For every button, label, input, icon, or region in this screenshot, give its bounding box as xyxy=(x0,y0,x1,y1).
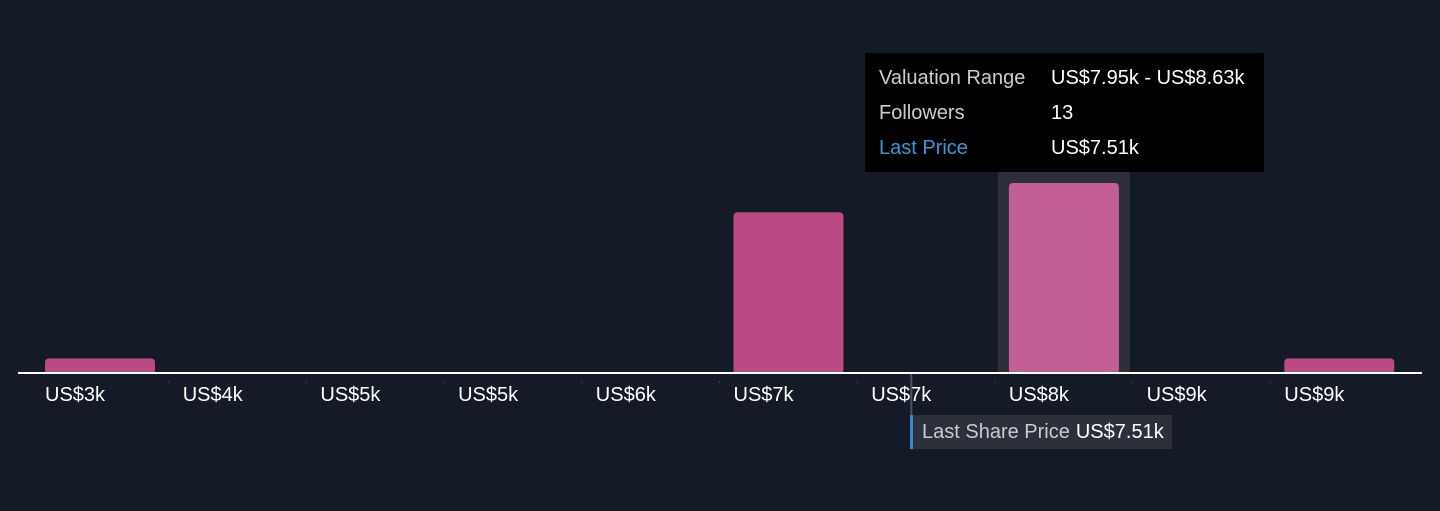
tooltip-value: 13 xyxy=(1051,102,1074,124)
last-share-price-value: US$7.51k xyxy=(1075,420,1164,443)
x-tick-label: US$8k xyxy=(1009,384,1070,406)
tooltip-row-valuation-range: Valuation Range US$7.95k - US$8.63k xyxy=(879,61,1250,96)
last-share-price-tag: Last Share Price US$7.51k xyxy=(910,415,1172,449)
tooltip-label: Valuation Range xyxy=(879,67,1026,89)
bar xyxy=(45,358,155,374)
tooltip-row-last-price: Last Price US$7.51k xyxy=(879,131,1250,166)
tooltip-value: US$7.51k xyxy=(1051,137,1139,159)
x-tick-label: US$7k xyxy=(871,384,932,406)
x-tick-label: US$3k xyxy=(45,384,106,406)
x-tick-label: US$5k xyxy=(320,384,381,406)
x-tick-label: US$9k xyxy=(1147,384,1208,406)
tooltip-label: Last Price xyxy=(879,137,968,159)
bar xyxy=(1008,183,1119,374)
tooltip-label: Followers xyxy=(879,102,965,124)
bar xyxy=(1284,358,1395,374)
last-share-price-label: Last Share Price xyxy=(922,420,1070,443)
tooltip-row-followers: Followers 13 xyxy=(879,96,1250,131)
bar xyxy=(733,212,844,374)
x-tick-label: US$4k xyxy=(183,384,244,406)
valuation-tooltip: Valuation Range US$7.95k - US$8.63k Foll… xyxy=(865,53,1264,172)
x-tick-label: US$9k xyxy=(1284,384,1345,406)
x-tick-label: US$5k xyxy=(458,384,519,406)
tooltip-value: US$7.95k - US$8.63k xyxy=(1051,67,1245,89)
x-tick-label: US$6k xyxy=(596,384,657,406)
x-tick-label: US$7k xyxy=(734,384,795,406)
